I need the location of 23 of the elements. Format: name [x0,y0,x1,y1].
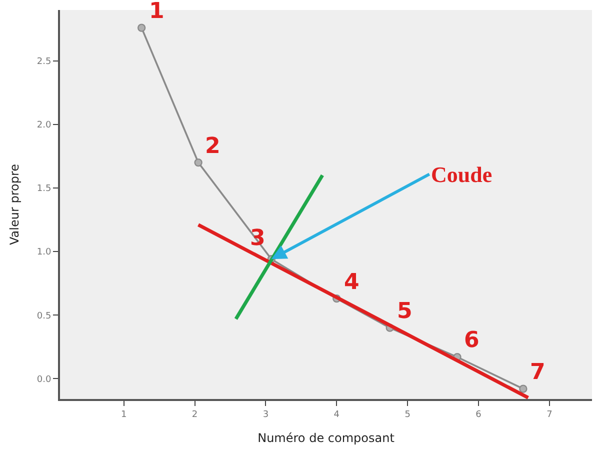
y-tick-label: 2.5 [36,57,52,67]
annotation: 6 [464,328,480,353]
annotation: 4 [344,270,360,295]
x-tick-label: 4 [334,410,340,420]
y-tick-label: 2.0 [36,120,52,131]
x-tick-label: 7 [546,410,552,420]
x-tick-label: 1 [120,410,127,420]
annotation: Coude [431,162,492,187]
y-tick-label: 1.5 [36,184,52,194]
y-tick-label: 0.0 [36,374,52,385]
annotation: 3 [250,226,266,251]
x-tick-label: 2 [192,410,198,420]
y-tick-label: 1.0 [36,248,52,258]
annotation: 2 [205,134,220,159]
x-tick-label: 6 [476,410,482,420]
annotation: 1 [149,0,164,24]
annotation: 7 [530,360,546,385]
x-axis-title: Numéro de composant [258,431,395,446]
x-tick-label: 5 [404,410,410,420]
x-tick-label: 3 [262,410,269,420]
y-axis-title: Valeur propre [8,164,22,245]
y-tick-label: 0.5 [36,311,52,322]
annotation: 5 [397,299,412,324]
